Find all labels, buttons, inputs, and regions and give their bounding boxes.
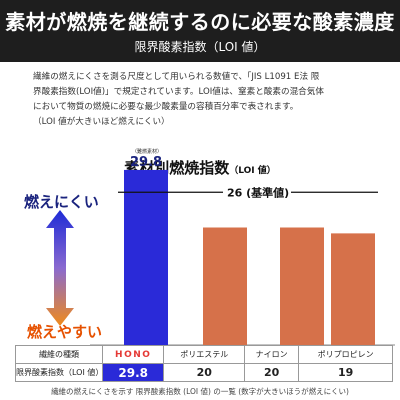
chart-title-suffix: （LOI 値） — [229, 166, 276, 176]
loi-table: 繊維の種類 HONO ポリエステル ナイロン ポリプロピレン 限界酸素指数（LO… — [15, 345, 393, 382]
table-cell-loi: 20 — [243, 363, 300, 382]
reference-label-bg — [223, 183, 291, 200]
table-cell-loi-highlight: 29.8 — [101, 363, 165, 382]
table-cell-fiber: HONO — [101, 345, 165, 364]
bar-2 — [280, 227, 324, 345]
bar-1 — [203, 227, 247, 345]
table-cell-loi: 20 — [163, 363, 245, 382]
hono-logo: HONO — [115, 349, 152, 360]
chart-caption: 繊維の燃えにくさを示す 限界酸素指数 (LOI 値) の一覧 (数字が大きいほう… — [51, 387, 349, 396]
page-title: 素材が燃焼を継続するのに必要な酸素濃度 — [5, 10, 395, 34]
page-subtitle: 限界酸素指数（LOI 値） — [134, 40, 266, 54]
table-row: 繊維の種類 HONO ポリエステル ナイロン ポリプロピレン — [15, 345, 393, 364]
flammability-arrow-icon — [46, 210, 74, 326]
reference-line-label: 26 (基準値) — [227, 185, 289, 199]
bar-note: （難燃素材） — [132, 148, 162, 155]
description-line: 繊維の燃えにくさを測る尺度として用いられる数値で、「JIS L1091 E法 限 — [33, 72, 320, 82]
bar-value-label: 29.8 — [130, 155, 162, 170]
table-row-header: 繊維の種類 — [15, 345, 103, 364]
description-line: において物質の燃焼に必要な最少酸素量の容積百分率で表されます。 — [33, 102, 299, 112]
bar-3 — [331, 233, 375, 345]
table-cell-loi: 19 — [298, 363, 393, 382]
table-row-header: 限界酸素指数（LOI 値） — [15, 363, 103, 382]
table-cell-fiber: ナイロン — [243, 345, 300, 364]
table-cell-fiber: ポリプロピレン — [298, 345, 393, 364]
axis-label-hard-to-burn: 燃えにくい — [24, 193, 99, 211]
header-banner: 素材が燃焼を継続するのに必要な酸素濃度 限界酸素指数（LOI 値） — [0, 0, 400, 62]
axis-label-easy-to-burn: 燃えやすい — [27, 323, 103, 341]
description-line: （LOI 値が大きいほど燃えにくい） — [33, 117, 170, 127]
description-text: 繊維の燃えにくさを測る尺度として用いられる数値で、「JIS L1091 E法 限… — [33, 70, 373, 130]
description-line: 界酸素指数(LOI値)」で規定されています。LOI値は、窒素と酸素の混合気体 — [33, 87, 324, 97]
table-row: 限界酸素指数（LOI 値） 29.8 20 20 19 — [15, 363, 393, 382]
bar-0 — [124, 169, 168, 345]
table-cell-fiber: ポリエステル — [163, 345, 245, 364]
